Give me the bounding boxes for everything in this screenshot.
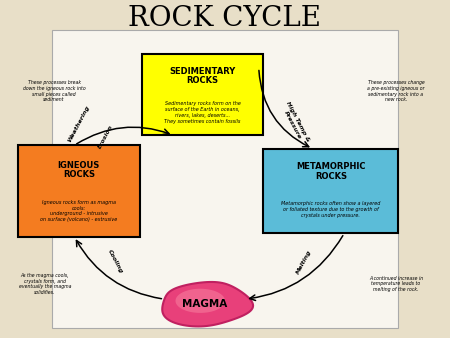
Text: METAMORPHIC
ROCKS: METAMORPHIC ROCKS bbox=[296, 162, 365, 181]
Text: Metamorphic rocks often show a layered
or foliated texture due to the growth of
: Metamorphic rocks often show a layered o… bbox=[281, 201, 380, 218]
Text: A continued increase in
temperature leads to
melting of the rock.: A continued increase in temperature lead… bbox=[369, 275, 423, 292]
Text: These processes break
down the igneous rock into
small pieces called
sediment: These processes break down the igneous r… bbox=[22, 80, 86, 102]
Text: High Temp &
Pressure: High Temp & Pressure bbox=[279, 101, 310, 146]
Polygon shape bbox=[176, 289, 225, 313]
Text: Erosion: Erosion bbox=[97, 124, 114, 150]
Text: Igneous rocks form as magma
cools:
underground - intrusive
on surface (volcano) : Igneous rocks form as magma cools: under… bbox=[40, 200, 117, 222]
Text: As the magma cools,
crystals form, and
eventually the magma
solidifies.: As the magma cools, crystals form, and e… bbox=[19, 273, 71, 295]
Text: Sedimentary rocks form on the
surface of the Earth in oceans,
rivers, lakes, des: Sedimentary rocks form on the surface of… bbox=[164, 101, 241, 124]
Text: SEDIMENTARY
ROCKS: SEDIMENTARY ROCKS bbox=[169, 67, 236, 85]
Text: Weathering: Weathering bbox=[67, 104, 90, 143]
FancyBboxPatch shape bbox=[52, 30, 398, 328]
Text: MAGMA: MAGMA bbox=[182, 299, 227, 309]
Text: These processes change
a pre-existing igneous or
sedimentary rock into a
new roc: These processes change a pre-existing ig… bbox=[367, 80, 425, 102]
Text: ROCK CYCLE: ROCK CYCLE bbox=[129, 5, 321, 32]
FancyBboxPatch shape bbox=[18, 145, 140, 237]
Text: Melting: Melting bbox=[295, 249, 312, 275]
Polygon shape bbox=[162, 282, 253, 327]
FancyBboxPatch shape bbox=[142, 54, 263, 135]
Text: IGNEOUS
ROCKS: IGNEOUS ROCKS bbox=[58, 161, 100, 179]
Text: Cooling: Cooling bbox=[106, 249, 123, 275]
FancyBboxPatch shape bbox=[263, 149, 398, 233]
